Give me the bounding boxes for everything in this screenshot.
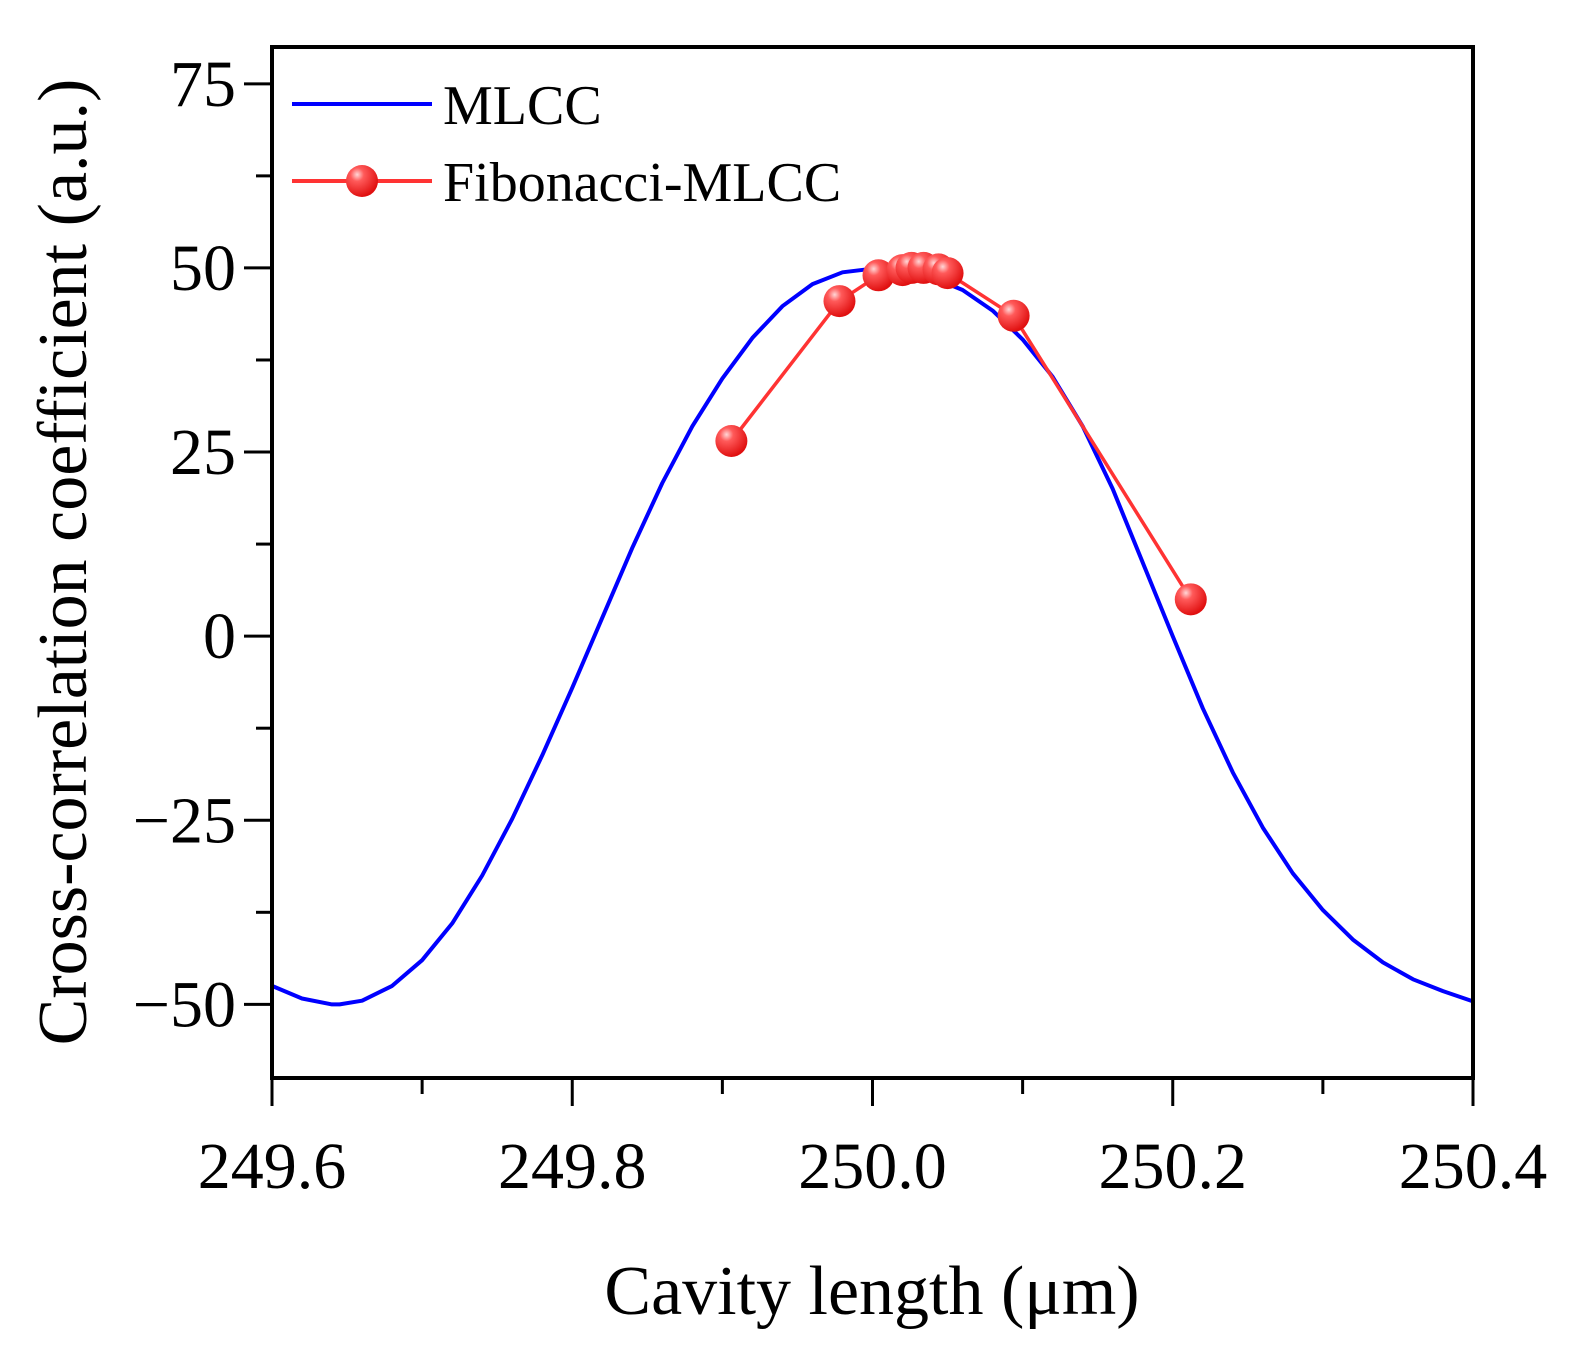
y-tick-label: 75 xyxy=(170,48,236,121)
legend-marker-fibonacci-mlcc xyxy=(346,165,378,197)
plot-markers xyxy=(715,251,1207,616)
data-point xyxy=(823,285,856,318)
data-point xyxy=(1174,583,1207,616)
x-tick-label: 250.4 xyxy=(1399,1130,1548,1203)
y-axis-title: Cross-correlation coefficient (a.u.) xyxy=(25,79,102,1046)
data-point xyxy=(862,259,895,292)
data-point xyxy=(715,424,748,457)
y-axis: −50 −25 0 25 50 75 xyxy=(133,48,272,1041)
y-tick-label: 50 xyxy=(170,232,236,305)
data-point xyxy=(997,299,1030,332)
data-point xyxy=(931,257,964,290)
y-tick-label: 25 xyxy=(170,416,236,489)
legend: MLCC Fibonacci-MLCC xyxy=(292,75,841,214)
legend-label-mlcc: MLCC xyxy=(443,75,602,137)
series-line-fibonacci-mlcc xyxy=(730,266,1193,601)
x-axis-title: Cavity length (μm) xyxy=(604,1253,1139,1330)
x-tick-label: 249.6 xyxy=(198,1130,347,1203)
y-tick-label: 0 xyxy=(203,600,236,673)
plot-lines xyxy=(271,266,1474,1007)
series-line-mlcc xyxy=(271,266,1474,1007)
x-tick-label: 250.0 xyxy=(798,1130,947,1203)
x-tick-label: 250.2 xyxy=(1099,1130,1248,1203)
x-axis: 249.6 249.8 250.0 250.2 250.4 xyxy=(198,1078,1548,1203)
y-tick-label: −25 xyxy=(133,784,236,857)
x-tick-label: 249.8 xyxy=(498,1130,647,1203)
legend-label-fibonacci-mlcc: Fibonacci-MLCC xyxy=(443,152,841,214)
y-tick-label: −50 xyxy=(133,968,236,1041)
